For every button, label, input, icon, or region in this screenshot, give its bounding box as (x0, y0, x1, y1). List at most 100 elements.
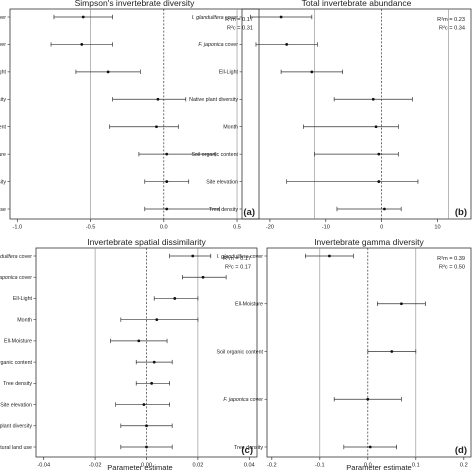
panel-d: Invertebrate gamma diversity -0.2 -0.1 0.0 0… (216, 237, 472, 469)
panel-c-estimate-point (137, 339, 141, 343)
panel-c-category-label: Ell-Light (13, 296, 33, 302)
panel-b-x-tick-label: 10 (434, 225, 440, 231)
x-axis-label-panel-d: Parameter estimate (346, 463, 411, 472)
panel-b-r2-stat: R²c = 0.34 (439, 26, 465, 32)
panel-c-x-tick-label: 0.04 (244, 463, 255, 469)
panel-c-estimate-point (145, 424, 148, 428)
panel-b-x-tick-label: 0 (380, 225, 383, 231)
panel-b-x-tick-label: -20 (266, 225, 274, 231)
panel-d-estimate-point (328, 254, 331, 258)
panel-c-x-tick-label: 0.00 (141, 463, 152, 469)
panel-d-estimate-point (366, 397, 370, 401)
panel-b-r2-stat: R²m = 0.23 (437, 17, 465, 23)
panel-c: Invertebrate spatial dissimilarity -0.04 -… (0, 237, 258, 469)
panel-c-category-label: Soil organic content (0, 360, 33, 366)
panel-a-letter: (a) (243, 207, 255, 218)
panel-c-x-tick-label: -0.02 (89, 463, 102, 469)
panel-b-frame (241, 8, 472, 220)
panel-b-estimate-point (377, 180, 381, 183)
panel-c-estimate-point (142, 403, 146, 406)
panel-a-x-tick-label: -1.0 (13, 225, 23, 231)
panel-c-letter: (c) (241, 445, 253, 456)
panel-c-x-tick-label: 0.02 (192, 463, 203, 469)
panel-a-category-label: F. japonica cover (0, 42, 6, 48)
panel-a-category-label: I. glandulifera cover (0, 15, 6, 21)
panel-a-r2-stat: R²c = 0.31 (227, 26, 253, 32)
panel-b-estimate-point (279, 15, 283, 19)
panel-a-estimate-point (165, 207, 169, 211)
panel-c-category-label: F. japonica cover (0, 275, 32, 281)
panel-b-letter: (b) (455, 207, 467, 218)
panel-a-title: Simpson's invertebrate diversity (75, 0, 195, 8)
panel-c-x-tick-label: -0.04 (37, 463, 50, 469)
panel-a-estimate-point (155, 125, 158, 129)
panel-d-category-label: F. japonica cover (223, 397, 263, 403)
panel-d-category-label: Ell-Moisture (235, 302, 263, 308)
panel-d-category-label: Soil organic content (216, 349, 263, 355)
panel-d-letter: (d) (455, 445, 467, 456)
panel-b-estimate-point (377, 152, 381, 156)
panel-b-category-label: Tree density (209, 207, 238, 213)
panel-c-estimate-point (150, 381, 154, 385)
panel-c-category-label: Ell-Moisture (4, 339, 32, 345)
panel-a-category-label: Native plant diversity (0, 97, 6, 103)
panel-c-r2-stat: R²c = 0.17 (225, 265, 251, 271)
panel-b-category-label: F. japonica cover (198, 42, 238, 48)
panel-c-estimate-point (155, 318, 159, 322)
panel-a-category-label: Ell-Light (0, 70, 7, 76)
panel-d-category-label: Tree density (234, 445, 263, 451)
panel-d-frame (266, 247, 472, 458)
panel-a-estimate-point (165, 152, 169, 156)
panel-b-estimate-point (371, 97, 375, 101)
panel-a-x-tick-label: 0.5 (233, 225, 241, 231)
panel-d-x-tick-label: 0.1 (412, 463, 420, 469)
x-axis-label-panel-c: Parameter estimate (107, 463, 172, 472)
panel-c-category-label: Native plant diversity (0, 424, 32, 430)
panel-c-category-label: Month (17, 317, 32, 323)
panel-b-estimate-point (285, 43, 289, 46)
panel-d-category-label: I. glandulifera cover (217, 254, 263, 260)
panel-c-title: Invertebrate spatial dissimilarity (87, 237, 206, 247)
panel-b-title: Total invertebrate abundance (302, 0, 412, 8)
panel-a-category-label: Natural land use (0, 207, 6, 213)
panel-b-category-label: I. glandulifera cover (192, 15, 238, 21)
panel-d-title: Invertebrate gamma diversity (314, 237, 424, 247)
panel-a-frame (9, 8, 260, 220)
panel-c-category-label: I. glandulifera cover (0, 254, 32, 260)
panel-c-estimate-point (201, 275, 205, 279)
panel-d-x-tick-label: -0.2 (267, 463, 277, 469)
panel-c-estimate-point (191, 254, 195, 258)
panel-a-estimate-point (106, 70, 110, 74)
panel-a-r2-stat: R²m = 0.17 (225, 17, 253, 23)
panel-a-estimate-point (156, 97, 160, 101)
panel-a-category-label: Soil organic content (0, 125, 7, 131)
panel-a-estimate-point (81, 15, 85, 19)
panel-b: Total invertebrate abundance -20 -10 0 10 I. … (189, 0, 472, 231)
panel-d-estimate-point (390, 350, 394, 353)
panel-b-category-label: Ell-Light (219, 70, 239, 76)
panel-b-category-label: Native plant diversity (189, 97, 238, 103)
panel-b-category-label: Soil organic content (191, 152, 238, 158)
panel-c-r2-stat: R²m = 0.17 (223, 256, 251, 262)
panel-a: Simpson's invertebrate diversity -1.0 -0.5… (0, 0, 260, 231)
panel-d-estimate-point (368, 445, 372, 449)
panel-a-x-tick-label: -0.5 (86, 225, 96, 231)
panel-c-category-label: Site elevation (0, 402, 32, 408)
panel-c-estimate-point (152, 360, 156, 364)
panel-b-category-label: Site elevation (206, 179, 238, 185)
panel-a-category-label: Ell-Moisture (0, 152, 6, 158)
panel-a-x-tick-label: 0.0 (160, 225, 168, 231)
panel-c-estimate-point (173, 297, 177, 300)
panel-d-estimate-point (400, 302, 403, 306)
panel-b-x-tick-label: -10 (322, 225, 330, 231)
panel-a-estimate-point (165, 180, 169, 183)
panel-c-estimate-point (145, 445, 148, 449)
panel-b-estimate-point (310, 70, 314, 74)
panel-d-x-tick-label: -0.1 (315, 463, 325, 469)
panel-d-r2-stat: R²m = 0.39 (437, 256, 465, 262)
panel-a-category-label: Tree density (0, 179, 6, 185)
panel-d-x-tick-label: 0.2 (460, 463, 468, 469)
panel-d-x-tick-label: 0.0 (364, 463, 372, 469)
panel-b-estimate-point (383, 207, 386, 211)
